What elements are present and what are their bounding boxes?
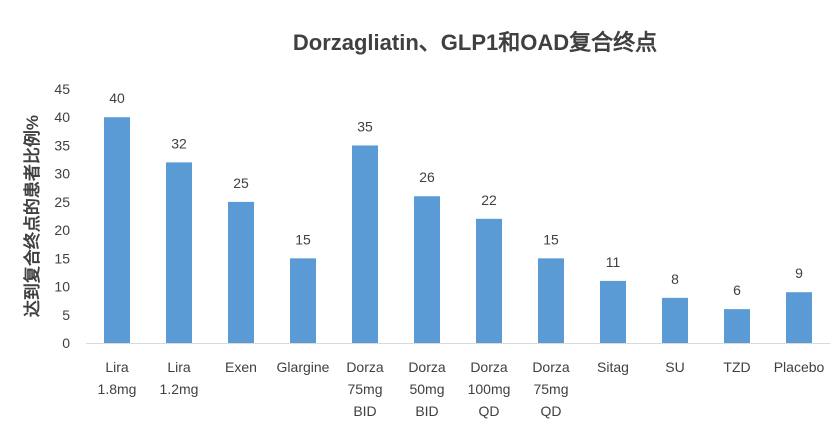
- x-tick-label-line: Exen: [225, 359, 257, 375]
- y-tick-label: 10: [54, 279, 70, 295]
- data-label: 35: [357, 118, 373, 134]
- y-tick-label: 5: [62, 307, 70, 323]
- data-label: 32: [171, 135, 187, 151]
- bar: [290, 258, 316, 343]
- data-label: 6: [733, 282, 741, 298]
- x-tick-label-line: Glargine: [277, 359, 330, 375]
- x-tick-label-line: BID: [415, 403, 438, 419]
- x-tick-label-line: QD: [479, 403, 500, 419]
- bar: [476, 218, 502, 343]
- bar: [414, 196, 440, 343]
- x-tick-label: Lira 1.2mg: [160, 359, 199, 397]
- x-tick-label: Dorza 50mg BID: [408, 359, 446, 419]
- y-tick-label: 20: [54, 222, 70, 238]
- x-axis-ticks: Lira 1.8mg Lira 1.2mg Exen Glargine Dorza 75mg B…: [98, 359, 825, 419]
- x-tick-label: Lira 1.8mg: [98, 359, 137, 397]
- bar: [724, 309, 750, 343]
- y-tick-label: 40: [54, 109, 70, 125]
- x-tick-label: Dorza 100mg QD: [468, 359, 511, 419]
- x-tick-label: Dorza 75mg QD: [532, 359, 570, 419]
- data-label: 11: [606, 254, 621, 270]
- data-label: 8: [671, 271, 679, 287]
- x-tick-label-line: Lira: [105, 359, 129, 375]
- x-tick-label-line: SU: [665, 359, 684, 375]
- bar: [538, 258, 564, 343]
- x-tick-label-line: BID: [353, 403, 376, 419]
- x-tick-label-line: Dorza: [408, 359, 446, 375]
- y-tick-label: 35: [54, 137, 70, 153]
- x-tick-label-line: 50mg: [409, 381, 444, 397]
- x-tick-label-line: Lira: [167, 359, 191, 375]
- x-tick-label: Placebo: [774, 359, 825, 375]
- data-label: 26: [419, 169, 435, 185]
- bar: [228, 201, 254, 343]
- chart-title: Dorzagliatin、GLP1和OAD复合终点: [293, 30, 657, 55]
- bars: [104, 117, 812, 343]
- x-tick-label-line: TZD: [723, 359, 750, 375]
- x-tick-label: Glargine: [277, 359, 330, 375]
- x-tick-label-line: 1.2mg: [160, 381, 199, 397]
- bar: [662, 297, 688, 343]
- x-tick-label-line: 1.8mg: [98, 381, 137, 397]
- bar: [352, 145, 378, 343]
- x-tick-label-line: 75mg: [347, 381, 382, 397]
- x-tick-label-line: 100mg: [468, 381, 511, 397]
- x-tick-label-line: Dorza: [346, 359, 384, 375]
- y-tick-label: 25: [54, 194, 70, 210]
- bar: [786, 292, 812, 343]
- data-labels: 40 32 25 15 35 26 22 15 11 8 6 9: [109, 90, 803, 298]
- data-label: 15: [543, 231, 559, 247]
- bar: [166, 162, 192, 343]
- x-tick-label-line: Dorza: [532, 359, 570, 375]
- y-tick-label: 15: [54, 250, 70, 266]
- data-label: 22: [481, 192, 497, 208]
- data-label: 15: [295, 231, 311, 247]
- y-tick-label: 0: [62, 335, 70, 351]
- x-tick-label-line: Sitag: [597, 359, 629, 375]
- y-axis-ticks: 0 5 10 15 20 25 30 35 40 45: [54, 81, 70, 351]
- data-label: 9: [795, 265, 803, 281]
- bar: [600, 280, 626, 343]
- x-tick-label: Sitag: [597, 359, 629, 375]
- data-label: 25: [233, 175, 249, 191]
- x-tick-label: TZD: [723, 359, 750, 375]
- y-tick-label: 30: [54, 166, 70, 182]
- y-tick-label: 45: [54, 81, 70, 97]
- x-tick-label: Exen: [225, 359, 257, 375]
- x-tick-label: Dorza 75mg BID: [346, 359, 384, 419]
- x-tick-label-line: 75mg: [533, 381, 568, 397]
- x-tick-label-line: Placebo: [774, 359, 825, 375]
- x-tick-label-line: QD: [541, 403, 562, 419]
- y-axis-label: 达到复合终点的患者比例%: [22, 115, 42, 317]
- x-tick-label-line: Dorza: [470, 359, 508, 375]
- bar: [104, 117, 130, 343]
- data-label: 40: [109, 90, 125, 106]
- x-tick-label: SU: [665, 359, 684, 375]
